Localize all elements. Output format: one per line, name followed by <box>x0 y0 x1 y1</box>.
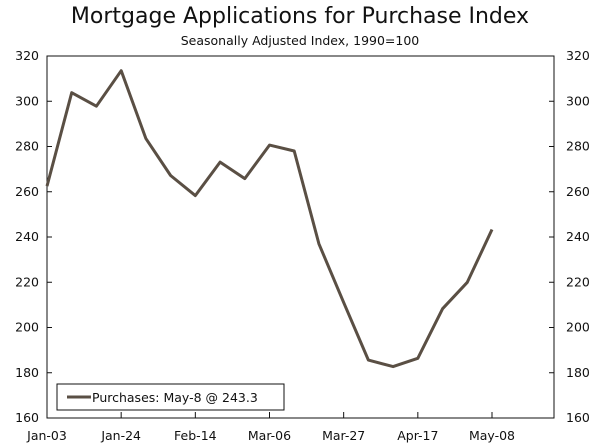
y-tick-label-right: 200 <box>566 320 590 335</box>
legend: Purchases: May-8 @ 243.3 <box>56 383 285 411</box>
y-tick-label-right: 180 <box>566 365 590 380</box>
plot-frame <box>46 55 555 419</box>
x-tick-label: Mar-27 <box>322 428 365 443</box>
right-axis: 160 180 200 220 240 260 280 300 320 <box>549 48 590 425</box>
x-tick-label: May-08 <box>469 428 515 443</box>
y-tick-label-left: 160 <box>15 410 39 425</box>
x-tick-label: Feb-14 <box>174 428 217 443</box>
y-tick-label-right: 160 <box>566 410 590 425</box>
y-tick-label-left: 220 <box>15 274 39 289</box>
x-tick-label: Mar-06 <box>248 428 291 443</box>
x-tick-label: Apr-17 <box>397 428 438 443</box>
y-tick-label-left: 320 <box>15 48 39 63</box>
y-tick-label-right: 280 <box>566 139 590 154</box>
y-tick-label-right: 240 <box>566 229 590 244</box>
y-tick-label-right: 260 <box>566 184 590 199</box>
left-axis: 160 180 200 220 240 260 280 300 320 <box>15 48 52 425</box>
y-tick-label-left: 180 <box>15 365 39 380</box>
x-tick-label: Jan-24 <box>100 428 141 443</box>
y-tick-label-left: 280 <box>15 139 39 154</box>
legend-box <box>56 383 285 411</box>
series-layer <box>45 69 494 369</box>
y-tick-label-right: 300 <box>566 93 590 108</box>
y-tick-label-right: 320 <box>566 48 590 63</box>
x-tick-label: Jan-03 <box>26 428 67 443</box>
chart-subtitle: Seasonally Adjusted Index, 1990=100 <box>180 33 420 48</box>
chart-title: Mortgage Applications for Purchase Index <box>70 4 530 29</box>
series-line <box>45 69 494 369</box>
y-tick-label-left: 240 <box>15 229 39 244</box>
bottom-axis: Jan-03 Jan-24 Feb-14 Mar-06 Mar-27 Apr-17 May-… <box>26 412 515 443</box>
y-tick-label-right: 220 <box>566 274 590 289</box>
y-tick-label-left: 300 <box>15 93 39 108</box>
y-tick-label-left: 260 <box>15 184 39 199</box>
legend-label: Purchases: May-8 @ 243.3 <box>92 390 258 405</box>
y-tick-label-left: 200 <box>15 320 39 335</box>
